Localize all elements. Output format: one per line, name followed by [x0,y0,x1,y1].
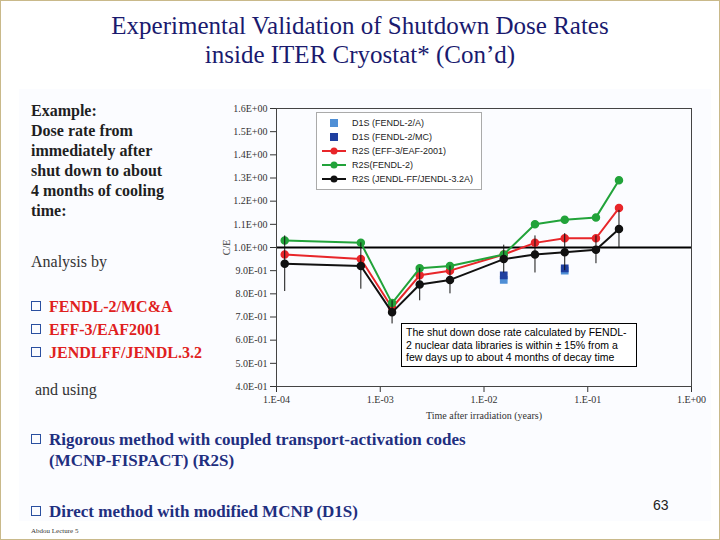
svg-text:1.4E+00: 1.4E+00 [233,149,267,160]
html-text:Direct method with modified MC: Direct method with modified MCNP (D1S) [49,502,358,521]
html-text:4 months of cooling: 4 months of cooling [31,182,164,199]
svg-text:1.E+00: 1.E+00 [677,394,706,405]
html-text:Rigorous method with coupled t: Rigorous method with coupled transport-a… [49,430,466,449]
html-text:JENDLFF/JENDL.3.2: JENDLFF/JENDL.3.2 [49,344,202,361]
html-text:Experimental Validation of Shu: Experimental Validation of Shutdown Dose… [111,12,609,39]
html-text:Example:: Example: [31,102,97,119]
html-text:R2S (JENDL-FF/JENDL-3.2A): R2S (JENDL-FF/JENDL-3.2A) [352,174,473,184]
svg-text:Time after irradiation (years): Time after irradiation (years) [426,410,542,422]
html-text:Abdou Lecture 5: Abdou Lecture 5 [31,527,79,535]
html-text:time:: time: [31,202,67,219]
html-text:EFF-3/EAF2001: EFF-3/EAF2001 [49,321,161,338]
html-text:The shut down dose rate calcul: The shut down dose rate calculated by FE… [406,326,627,363]
svg-text:4.0E-01: 4.0E-01 [236,381,268,392]
svg-text:6.0E-01: 6.0E-01 [236,334,268,345]
html-text:D1S (FENDL-2/A): D1S (FENDL-2/A) [352,118,424,128]
svg-text:1.2E+00: 1.2E+00 [233,195,267,206]
html-text:and using: and using [35,381,97,398]
html-text:shut down to about: shut down to about [31,162,163,179]
html-text:FENDL-2/MC&A: FENDL-2/MC&A [49,298,173,315]
svg-text:1.E-03: 1.E-03 [367,394,394,405]
svg-text:1.0E+00: 1.0E+00 [233,242,267,253]
html-text:inside ITER Cryostat* (Con’d): inside ITER Cryostat* (Con’d) [204,41,516,68]
svg-text:1.5E+00: 1.5E+00 [233,126,267,137]
svg-text:8.0E-01: 8.0E-01 [236,288,268,299]
svg-text:1.1E+00: 1.1E+00 [233,219,267,230]
svg-text:7.0E-01: 7.0E-01 [236,311,268,322]
svg-text:1.6E+00: 1.6E+00 [233,103,267,114]
svg-text:C/E: C/E [221,240,232,256]
html-text:R2S(FENDL-2): R2S(FENDL-2) [352,160,413,170]
html-text:Dose rate from: Dose rate from [31,122,133,139]
svg-text:1.E-02: 1.E-02 [471,394,498,405]
html-text:63: 63 [653,497,669,513]
html-text:immediately after: immediately after [31,142,153,159]
html-text:D1S (FENDL-2/MC): D1S (FENDL-2/MC) [352,132,432,142]
html-text:(MCNP-FISPACT) (R2S): (MCNP-FISPACT) (R2S) [49,451,235,470]
html-text:R2S (EFF-3/EAF-2001): R2S (EFF-3/EAF-2001) [352,146,446,156]
svg-text:1.E-01: 1.E-01 [574,394,601,405]
svg-text:1.3E+00: 1.3E+00 [233,172,267,183]
svg-text:1.E-04: 1.E-04 [263,394,290,405]
svg-text:5.0E-01: 5.0E-01 [236,358,268,369]
svg-text:9.0E-01: 9.0E-01 [236,265,268,276]
html-text:Analysis by: Analysis by [31,253,107,270]
